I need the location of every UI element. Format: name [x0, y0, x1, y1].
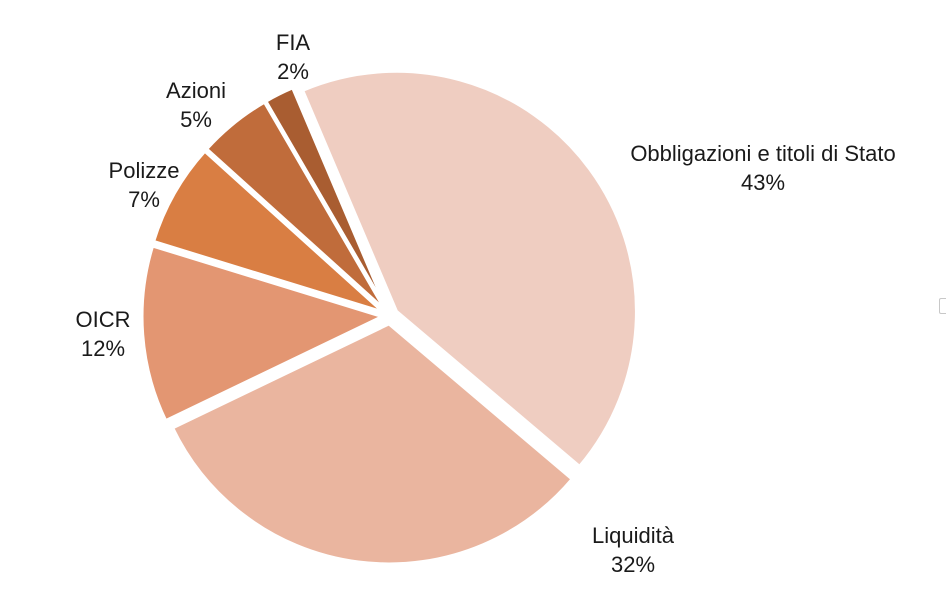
label-obbligazioni: Obbligazioni e titoli di Stato 43%: [630, 139, 895, 197]
label-polizze-value: 7%: [128, 187, 160, 212]
pie-slice-oicr: [140, 244, 384, 423]
label-oicr-name: OICR: [75, 307, 131, 332]
label-liquidita-name: Liquidità: [592, 523, 674, 548]
pie-slice-azioni: [205, 100, 387, 312]
label-fia-name: FIA: [275, 30, 311, 55]
label-azioni-value: 5%: [180, 107, 212, 132]
label-fia-value: 2%: [277, 59, 309, 84]
label-liquidita: Liquidità 32%: [592, 521, 674, 579]
label-oicr: OICR 12%: [76, 305, 131, 363]
label-polizze-name: Polizze: [108, 158, 180, 183]
label-polizze: Polizze 7%: [109, 156, 180, 214]
pie-slice-fia: [264, 86, 388, 311]
label-fia: FIA 2%: [276, 28, 310, 86]
label-obbligazioni-value: 43%: [740, 170, 786, 195]
label-azioni: Azioni 5%: [166, 76, 226, 134]
label-liquidita-value: 32%: [610, 552, 656, 577]
label-oicr-value: 12%: [80, 336, 126, 361]
resize-handle[interactable]: [939, 298, 946, 314]
pie-slice-liquidita: [171, 322, 574, 566]
label-obbligazioni-name: Obbligazioni e titoli di Stato: [630, 141, 896, 166]
label-azioni-name: Azioni: [166, 78, 226, 103]
pie-slice-obbligazioni-e-titoli-di-stato: [301, 69, 638, 468]
pie-slice-polizze: [152, 149, 385, 314]
